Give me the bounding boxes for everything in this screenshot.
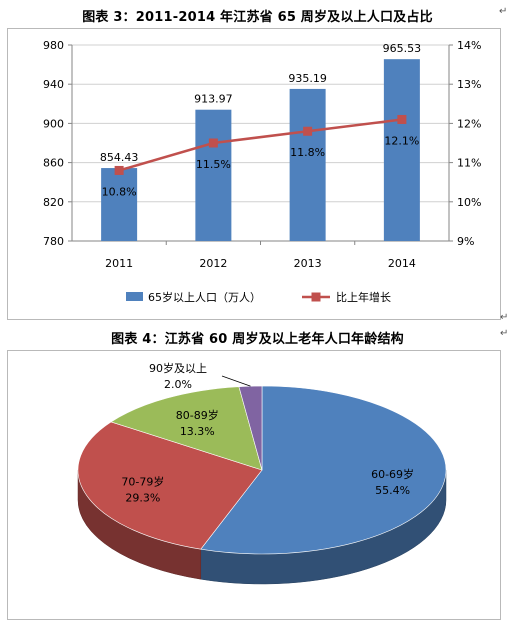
pie-slice — [238, 385, 263, 471]
bar-value-label: 854.43 — [100, 151, 139, 164]
y-right-tick-label: 14% — [457, 39, 481, 52]
y-left-tick-label: 980 — [43, 39, 64, 52]
pie-slice-label: 80-89岁 — [176, 408, 219, 422]
y-right-tick-label: 10% — [457, 196, 481, 209]
pie-slice — [77, 421, 263, 550]
bar-value-label: 965.53 — [383, 42, 422, 55]
bar — [383, 59, 420, 241]
x-tick-label: 2013 — [294, 257, 322, 270]
y-right-tick-label: 13% — [457, 78, 481, 91]
bar-value-label: 935.19 — [288, 72, 327, 85]
legend-bar-label: 65岁以上人口（万人） — [148, 290, 261, 304]
x-tick-label: 2012 — [199, 257, 227, 270]
pie-slice — [110, 386, 263, 471]
growth-value-label: 10.8% — [102, 185, 137, 198]
pie-slice-percent: 2.0% — [164, 378, 192, 391]
pie-slice-percent: 29.3% — [125, 491, 160, 504]
growth-value-label: 12.1% — [384, 134, 419, 147]
paragraph-mark-icon: ↵ — [500, 328, 509, 339]
pie-slice-percent: 13.3% — [180, 425, 215, 438]
growth-line — [118, 118, 403, 172]
pie-chart-title: 图表 4：江苏省 60 周岁及以上老年人口年龄结构 — [111, 332, 404, 347]
pie-slice-label: 60-69岁 — [371, 467, 414, 481]
growth-marker — [208, 138, 218, 148]
legend-line-marker — [311, 292, 321, 302]
x-tick-label: 2011 — [105, 257, 133, 270]
paragraph-mark-icon: ↵ — [499, 6, 508, 17]
y-right-tick-label: 11% — [457, 157, 481, 170]
growth-marker — [303, 126, 313, 136]
legend-bar-swatch — [126, 292, 143, 301]
growth-marker — [114, 165, 124, 175]
pie-slice-label: 70-79岁 — [121, 474, 164, 488]
bar-chart-title: 图表 3：2011-2014 年江苏省 65 周岁及以上人口及占比 — [82, 10, 433, 25]
legend-line-label: 比上年增长 — [336, 290, 391, 304]
y-right-tick-label: 9% — [457, 235, 474, 248]
paragraph-mark-icon: ↵ — [500, 312, 509, 323]
pie-leader-line — [221, 375, 251, 387]
bar-value-label: 913.97 — [194, 93, 233, 106]
growth-value-label: 11.5% — [196, 158, 231, 171]
y-right-tick-label: 12% — [457, 117, 481, 130]
y-left-tick-label: 820 — [43, 196, 64, 209]
growth-marker — [397, 114, 407, 124]
y-left-tick-label: 780 — [43, 235, 64, 248]
bar — [101, 168, 138, 241]
y-left-tick-label: 940 — [43, 78, 64, 91]
pie-slice-label: 90岁及以上 — [149, 361, 207, 375]
x-tick-label: 2014 — [388, 257, 416, 270]
bar — [195, 109, 232, 241]
bar — [289, 88, 326, 241]
y-left-tick-label: 900 — [43, 117, 64, 130]
growth-value-label: 11.8% — [290, 146, 325, 159]
pie-slice-percent: 55.4% — [375, 484, 410, 497]
y-left-tick-label: 860 — [43, 157, 64, 170]
